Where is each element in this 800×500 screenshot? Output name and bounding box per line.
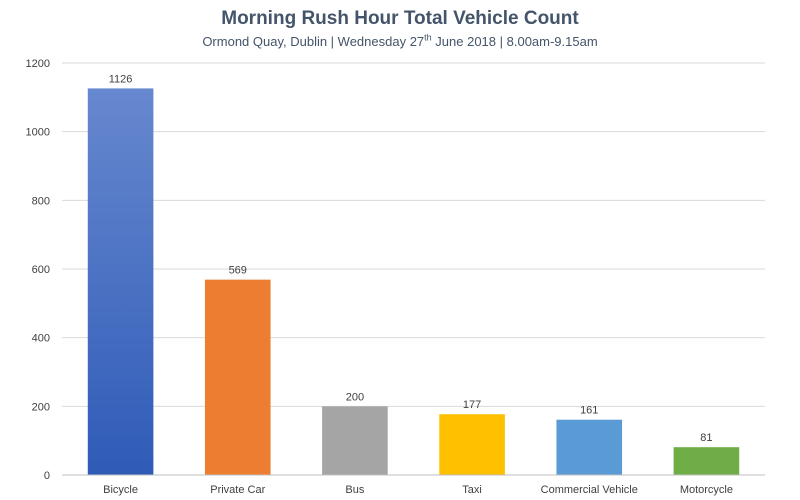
data-label: 569 — [229, 265, 247, 277]
data-label: 161 — [580, 405, 598, 417]
data-label: 177 — [463, 399, 481, 411]
x-axis: Bicycle Private Car Bus Taxi Commercial Vehi… — [62, 474, 765, 496]
chart-title: Morning Rush Hour Total Vehicle Count — [221, 8, 579, 29]
data-label: 1126 — [109, 73, 133, 85]
y-tick-label: 1000 — [26, 127, 50, 139]
x-tick-label: Bicycle — [103, 484, 138, 496]
x-tick-label: Private Car — [210, 484, 265, 496]
subtitle-part-2: June 2018 | 8.00am-9.15am — [431, 34, 598, 49]
subtitle-superscript: th — [424, 32, 432, 43]
y-axis-tick-labels: 0 200 400 600 800 1000 1200 — [26, 58, 50, 482]
data-labels: 1126 569 200 177 161 81 — [109, 73, 713, 444]
bar-private-car — [204, 279, 271, 475]
bar-taxi — [439, 414, 505, 475]
data-label: 200 — [346, 391, 364, 403]
x-tick-label: Motorcycle — [680, 484, 733, 496]
bar-motorcycle — [673, 447, 740, 475]
bars — [87, 88, 740, 475]
y-tick-label: 200 — [32, 401, 50, 413]
data-label: 81 — [700, 432, 712, 444]
x-tick-label: Taxi — [462, 484, 482, 496]
bar-bus — [322, 406, 388, 475]
y-tick-label: 0 — [44, 470, 50, 482]
bar-bicycle — [87, 88, 154, 475]
chart-subtitle: Ormond Quay, Dublin | Wednesday 27th Jun… — [0, 32, 800, 49]
y-tick-label: 400 — [32, 333, 50, 345]
y-tick-label: 600 — [32, 264, 50, 276]
gridlines — [62, 62, 765, 407]
subtitle-part-1: Ormond Quay, Dublin | Wednesday 27 — [202, 34, 425, 49]
x-tick-label: Bus — [345, 484, 364, 496]
x-tick-label: Commercial Vehicle — [541, 484, 638, 496]
y-tick-label: 800 — [32, 195, 50, 207]
bar-commercial-vehicle — [556, 419, 623, 475]
y-tick-label: 1200 — [26, 58, 50, 70]
